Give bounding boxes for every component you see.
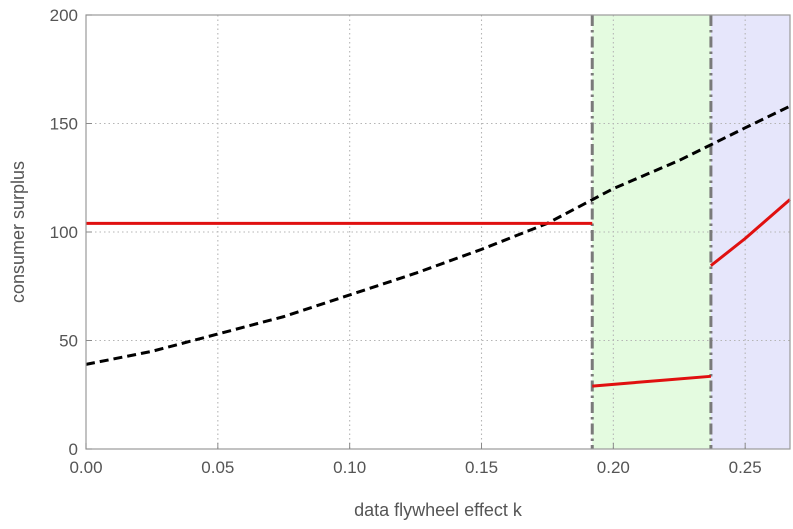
y-tick-labels: 0 50 100 150 200: [50, 6, 78, 459]
x-tick-label: 0.00: [69, 458, 102, 477]
x-tick-label: 0.15: [465, 458, 498, 477]
y-tick-label: 150: [50, 115, 78, 134]
grid: [86, 15, 790, 449]
x-axis-label: data flywheel effect k: [354, 500, 523, 520]
series-4-line: [709, 198, 791, 267]
y-tick-label: 200: [50, 6, 78, 25]
y-tick-label: 0: [69, 440, 78, 459]
x-tick-label: 0.25: [729, 458, 762, 477]
x-tick-label: 0.20: [597, 458, 630, 477]
y-axis-label: consumer surplus: [8, 161, 28, 303]
x-tick-label: 0.05: [201, 458, 234, 477]
y-tick-label: 50: [59, 332, 78, 351]
axis-ticks: [85, 14, 746, 450]
series-3-line: [592, 374, 712, 388]
threshold-lines: [590, 15, 713, 449]
x-tick-label: 0.10: [333, 458, 366, 477]
series-lines: [85, 104, 791, 388]
x-tick-labels: 0.00 0.05 0.10 0.15 0.20 0.25: [69, 458, 761, 477]
y-tick-label: 100: [50, 223, 78, 242]
